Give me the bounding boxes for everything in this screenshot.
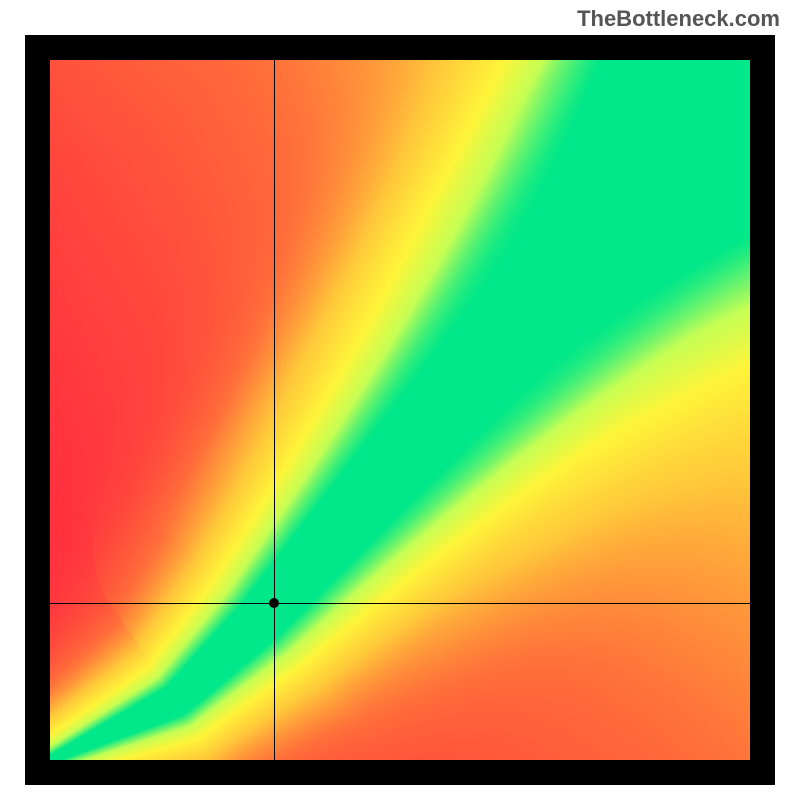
- chart-container: TheBottleneck.com: [0, 0, 800, 800]
- chart-frame: [25, 35, 775, 785]
- crosshair-horizontal: [50, 603, 750, 604]
- heatmap-canvas: [50, 60, 750, 760]
- crosshair-marker: [269, 598, 279, 608]
- crosshair-vertical: [274, 60, 275, 760]
- attribution-text: TheBottleneck.com: [577, 6, 780, 32]
